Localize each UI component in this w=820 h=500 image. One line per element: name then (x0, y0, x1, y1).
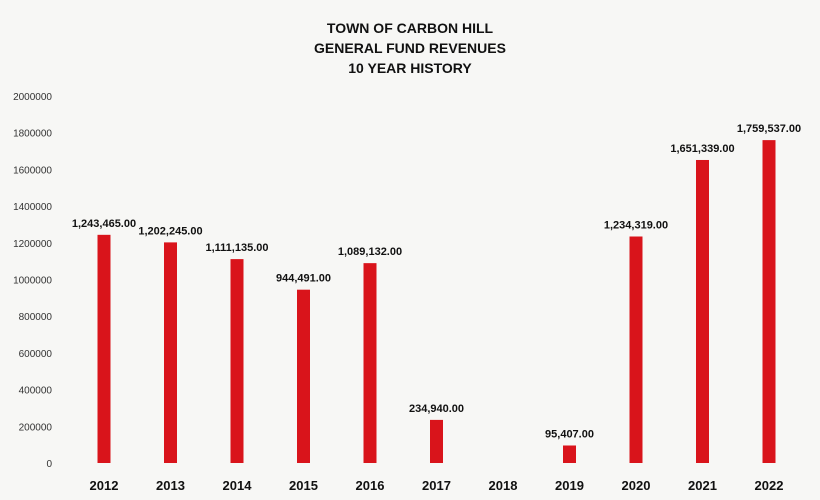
bar-2017 (430, 419, 443, 463)
chart-title-line-1: TOWN OF CARBON HILL (326, 20, 494, 36)
chart-title-line-2: GENERAL FUND REVENUES (314, 40, 506, 56)
x-tick-label-2019: 2019 (555, 478, 584, 493)
data-label-2015: 944,491.00 (276, 273, 331, 285)
bar-2012 (97, 234, 111, 463)
y-tick-label: 800000 (19, 312, 53, 323)
y-tick-label: 400000 (19, 386, 53, 397)
y-tick-label: 2000000 (13, 92, 52, 103)
x-tick-label-2017: 2017 (422, 478, 451, 493)
bar-2013 (164, 242, 177, 463)
y-tick-label: 200000 (19, 422, 53, 433)
x-tick-label-2013: 2013 (156, 478, 185, 493)
chart-title: TOWN OF CARBON HILL GENERAL FUND REVENUE… (0, 18, 820, 78)
y-tick-label: 0 (46, 459, 52, 470)
x-tick-label-2022: 2022 (755, 478, 784, 493)
y-tick-label: 1200000 (13, 239, 52, 250)
data-label-2019: 95,407.00 (545, 428, 594, 440)
x-tick-label-2015: 2015 (289, 478, 318, 493)
y-tick-label: 1800000 (13, 129, 52, 140)
data-label-2017: 234,940.00 (409, 403, 464, 415)
x-tick-label-2014: 2014 (223, 478, 253, 493)
bar-2016 (363, 263, 377, 463)
bar-2021 (696, 159, 709, 463)
x-tick-label-2021: 2021 (688, 478, 717, 493)
y-tick-label: 1000000 (13, 276, 52, 287)
bar-2014 (230, 259, 244, 463)
chart-title-line-3: 10 YEAR HISTORY (348, 60, 472, 76)
bar-2019 (563, 445, 576, 463)
x-tick-label-2016: 2016 (356, 478, 385, 493)
x-tick-label-2020: 2020 (622, 478, 651, 493)
y-tick-label: 600000 (19, 349, 53, 360)
y-tick-label: 1400000 (13, 202, 52, 213)
x-tick-label-2012: 2012 (90, 478, 119, 493)
bar-2020 (629, 236, 643, 463)
bar-2015 (297, 289, 310, 463)
data-label-2014: 1,111,135.00 (205, 242, 268, 254)
data-label-2016: 1,089,132.00 (338, 246, 402, 258)
bar-2022 (762, 140, 776, 464)
y-tick-label: 1600000 (13, 165, 52, 176)
data-label-2022: 1,759,537.00 (737, 123, 801, 135)
x-tick-label-2018: 2018 (489, 478, 518, 493)
data-label-2013: 1,202,245.00 (138, 225, 202, 237)
data-label-2021: 1,651,339.00 (670, 143, 734, 155)
data-label-2012: 1,243,465.00 (72, 218, 136, 230)
data-label-2020: 1,234,319.00 (604, 220, 668, 232)
